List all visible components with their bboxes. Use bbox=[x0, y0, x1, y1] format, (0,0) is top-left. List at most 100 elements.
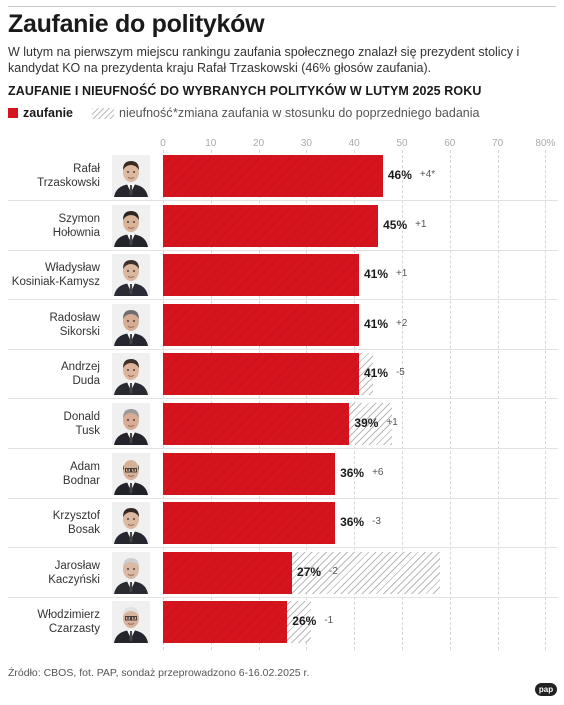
trust-value-label: 46% bbox=[387, 168, 412, 182]
legend-label-distrust: nieufność bbox=[119, 106, 173, 120]
legend-label-trust: zaufanie bbox=[23, 106, 74, 120]
politician-name: Donald Tusk bbox=[0, 410, 100, 438]
trust-value-label: 36% bbox=[340, 465, 365, 480]
x-tick-label: 50 bbox=[396, 138, 408, 149]
politician-name: Adam Bodnar bbox=[0, 460, 100, 488]
row-divider bbox=[8, 497, 558, 499]
row-divider bbox=[8, 200, 558, 202]
x-tick-label: 80% bbox=[535, 138, 556, 149]
bar-row: Szymon Hołownia 45% +1 bbox=[0, 201, 564, 251]
name-line: Adam bbox=[69, 460, 100, 473]
name-line: Bodnar bbox=[62, 474, 100, 487]
x-tick-label: 70 bbox=[492, 138, 504, 149]
pap-logo: pap bbox=[535, 683, 557, 696]
trust-bar bbox=[163, 303, 359, 346]
legend-note: *zmiana zaufania w stosunku do poprzedni… bbox=[173, 106, 480, 120]
legend-swatch-distrust bbox=[92, 107, 114, 119]
name-line: Kaczyński bbox=[48, 573, 100, 586]
bar-row: Jarosław Kaczyński 27% -2 bbox=[0, 548, 564, 598]
gridline bbox=[545, 150, 547, 650]
change-label: -3 bbox=[372, 516, 381, 528]
politician-portrait bbox=[112, 403, 150, 445]
change-label: +1 bbox=[395, 268, 408, 280]
name-line: Włodzimierz bbox=[37, 609, 100, 622]
name-line: Jarosław bbox=[54, 559, 100, 572]
change-label: +4* bbox=[419, 169, 436, 180]
x-tick-label: 60 bbox=[444, 138, 456, 149]
portrait-icon bbox=[112, 502, 150, 545]
row-divider bbox=[8, 348, 558, 350]
x-tick-label: 0 bbox=[160, 138, 166, 149]
politician-name: Jarosław Kaczyński bbox=[0, 559, 100, 587]
politician-name: Władysław Kosiniak-Kamysz bbox=[0, 261, 100, 289]
name-line: Donald bbox=[63, 411, 100, 423]
change-label: -2 bbox=[329, 565, 338, 577]
name-line: Bosak bbox=[68, 524, 100, 537]
name-line: Władysław bbox=[45, 262, 100, 275]
name-line: Szymon bbox=[58, 212, 100, 225]
trust-bar bbox=[163, 155, 383, 197]
change-label: +2 bbox=[395, 317, 408, 329]
trust-bar bbox=[163, 601, 288, 644]
row-divider bbox=[8, 299, 558, 301]
trust-bar bbox=[163, 452, 336, 495]
change-label: +6 bbox=[372, 466, 384, 478]
name-line: Rafał bbox=[73, 163, 100, 175]
portrait-icon bbox=[112, 155, 150, 197]
politician-name: Włodzimierz Czarzasty bbox=[0, 608, 100, 636]
source-note: Źródło: CBOS, fot. PAP, sondaż przeprowa… bbox=[8, 667, 310, 679]
change-label: -1 bbox=[324, 615, 334, 627]
trust-bar bbox=[163, 204, 379, 247]
trust-value-label: 39% bbox=[354, 416, 379, 430]
portrait-icon bbox=[112, 204, 150, 247]
politician-portrait bbox=[112, 601, 150, 644]
portrait-icon bbox=[112, 353, 150, 396]
change-label: -5 bbox=[395, 367, 405, 379]
name-line: Czarzasty bbox=[48, 623, 100, 636]
portrait-icon bbox=[112, 452, 150, 495]
row-divider bbox=[8, 596, 558, 598]
x-tick-label: 40 bbox=[348, 138, 360, 149]
portrait-icon bbox=[112, 303, 150, 346]
top-rule bbox=[8, 6, 556, 7]
politician-name: Krzysztof Bosak bbox=[0, 509, 100, 537]
subtitle: W lutym na pierwszym miejscu rankingu za… bbox=[8, 45, 520, 75]
trust-value-label: 36% bbox=[340, 515, 365, 530]
legend-item-distrust: nieufność bbox=[92, 106, 173, 120]
politician-portrait bbox=[112, 303, 150, 346]
politician-name: Andrzej Duda bbox=[0, 360, 100, 388]
bar-row: Adam Bodnar 36% +6 bbox=[0, 449, 564, 499]
change-label: +1 bbox=[415, 218, 427, 230]
name-line: Hołownia bbox=[52, 226, 100, 239]
politician-portrait bbox=[112, 551, 150, 594]
row-divider bbox=[8, 249, 558, 251]
politician-portrait bbox=[112, 254, 150, 297]
x-tick-label: 30 bbox=[300, 138, 312, 149]
politician-portrait bbox=[112, 502, 150, 545]
gridline bbox=[497, 150, 499, 650]
row-divider bbox=[8, 547, 558, 549]
name-line: Andrzej bbox=[61, 361, 100, 374]
bar-row: Krzysztof Bosak 36% -3 bbox=[0, 498, 564, 549]
trust-value-label: 27% bbox=[297, 564, 322, 579]
chart-title: ZAUFANIE I NIEUFNOŚĆ DO WYBRANYCH POLITY… bbox=[8, 84, 482, 98]
gridline bbox=[354, 150, 356, 650]
trust-bar bbox=[163, 403, 350, 445]
trust-bar bbox=[163, 502, 336, 545]
page-title: Zaufanie do polityków bbox=[8, 10, 265, 38]
portrait-icon bbox=[112, 551, 150, 594]
politician-name: Szymon Hołownia bbox=[0, 212, 100, 240]
legend-swatch-trust bbox=[8, 108, 18, 118]
legend-item-trust: zaufanie bbox=[8, 106, 73, 120]
politician-portrait bbox=[112, 204, 150, 247]
politician-portrait bbox=[112, 155, 150, 197]
politician-name: Rafał Trzaskowski bbox=[0, 162, 100, 190]
portrait-icon bbox=[112, 403, 150, 445]
trust-value-label: 45% bbox=[383, 217, 408, 232]
gridline bbox=[163, 150, 164, 650]
gridline bbox=[306, 150, 308, 650]
gridline bbox=[258, 150, 260, 650]
row-divider bbox=[8, 448, 558, 450]
name-line: Kosiniak-Kamysz bbox=[11, 276, 100, 289]
name-line: Tusk bbox=[75, 425, 101, 437]
